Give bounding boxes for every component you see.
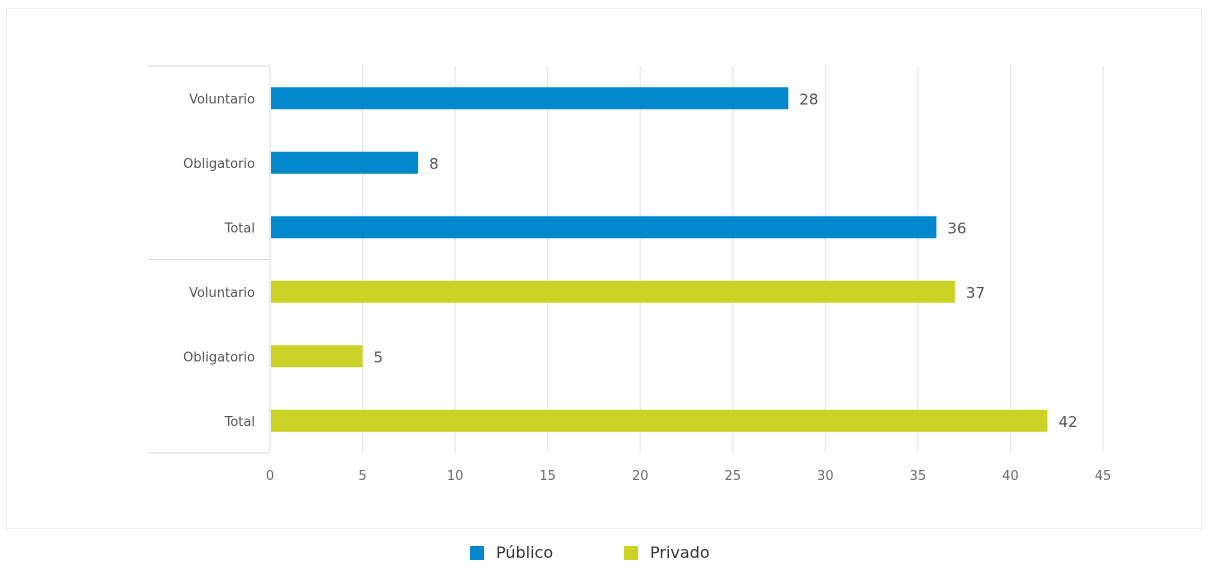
x-tick-label: 35 (910, 469, 927, 484)
x-tick-label: 40 (1002, 469, 1019, 484)
legend-item-privado: Privado (624, 543, 710, 562)
x-tick-label: 5 (358, 469, 366, 484)
data-label: 8 (429, 155, 439, 173)
category-label: Total (224, 221, 255, 236)
data-label: 28 (799, 90, 818, 108)
bar (271, 151, 419, 174)
legend-item-publico: Público (470, 543, 553, 562)
bars: 28 8 36 37 5 42 (271, 87, 1078, 432)
category-label: Voluntario (189, 92, 255, 107)
legend-label-privado: Privado (650, 543, 710, 562)
x-tick-label: 20 (632, 469, 649, 484)
data-label: 5 (374, 348, 384, 366)
chart-frame (6, 8, 1202, 529)
x-tick-label: 25 (725, 469, 742, 484)
bar (271, 280, 955, 303)
legend-swatch-publico (470, 545, 484, 560)
x-tick-label: 0 (266, 469, 274, 484)
bar (271, 216, 937, 239)
legend-swatch-privado (624, 545, 638, 560)
data-label: 36 (947, 219, 966, 237)
x-tick-label: 45 (1095, 469, 1112, 484)
gridlines (362, 66, 1104, 453)
x-tick-label: 30 (817, 469, 834, 484)
legend-label-publico: Público (496, 543, 554, 562)
x-tick-label: 15 (539, 469, 556, 484)
data-label: 42 (1058, 413, 1077, 431)
x-axis-ticks: 0 5 10 15 20 25 30 35 40 45 (266, 469, 1111, 484)
bar (271, 87, 789, 110)
x-tick-label: 10 (447, 469, 464, 484)
data-label: 37 (966, 284, 985, 302)
category-label: Obligatorio (183, 350, 255, 365)
category-axis: Voluntario Obligatorio Total Voluntario Obli… (148, 65, 271, 454)
category-label: Voluntario (189, 286, 255, 301)
category-label: Total (224, 415, 255, 430)
bar (271, 345, 363, 368)
bar (271, 409, 1048, 432)
category-label: Obligatorio (183, 157, 255, 172)
legend: Público Privado (0, 543, 1210, 567)
